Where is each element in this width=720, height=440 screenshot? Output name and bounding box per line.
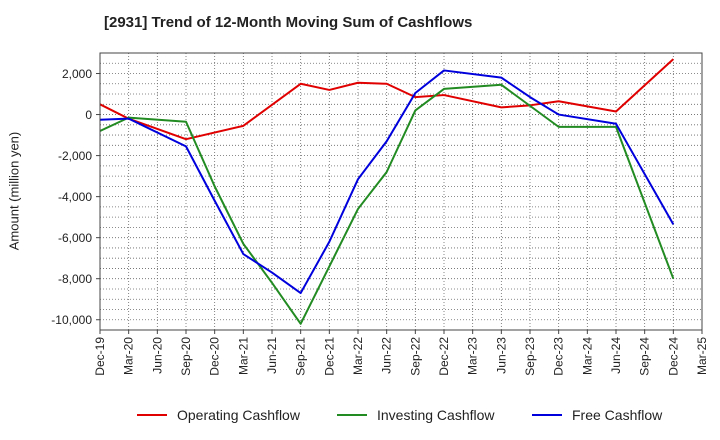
y-tick-label: -4,000 <box>58 190 92 204</box>
series-line-operating-cashflow <box>99 58 675 141</box>
x-tick-label: Sep-23 <box>523 337 537 376</box>
y-tick-label: 0 <box>85 108 92 122</box>
x-tick-label: Sep-20 <box>179 337 193 376</box>
y-tick-label: -10,000 <box>51 313 92 327</box>
legend-label: Free Cashflow <box>572 407 663 423</box>
x-tick-label: Jun-23 <box>494 337 508 374</box>
x-tick-label: Mar-21 <box>236 337 250 375</box>
x-tick-label: Jun-22 <box>380 337 394 374</box>
x-tick-label: Mar-23 <box>466 337 480 375</box>
legend-item-free-cashflow: Free Cashflow <box>532 404 662 426</box>
y-tick-label: -2,000 <box>58 149 92 163</box>
x-tick-label: Sep-24 <box>638 337 652 376</box>
legend: Operating Cashflow Investing Cashflow Free… <box>0 404 720 426</box>
x-tick-label: Dec-22 <box>437 337 451 376</box>
x-tick-label: Jun-24 <box>609 337 623 374</box>
x-tick-label: Mar-22 <box>351 337 365 375</box>
x-tick-label: Jun-20 <box>150 337 164 374</box>
y-tick-label: -8,000 <box>58 272 92 286</box>
x-tick-label: Dec-19 <box>93 337 107 376</box>
legend-swatch <box>137 414 167 416</box>
x-tick-label: Dec-21 <box>322 337 336 376</box>
x-tick-label: Mar-25 <box>695 337 709 375</box>
x-tick-label: Dec-23 <box>552 337 566 376</box>
series-line-investing-cashflow <box>99 83 675 325</box>
legend-label: Operating Cashflow <box>177 407 300 423</box>
x-tick-label: Mar-24 <box>580 337 594 375</box>
x-tick-label: Jun-21 <box>265 337 279 374</box>
y-tick-label: -6,000 <box>58 231 92 245</box>
legend-swatch <box>337 414 367 416</box>
grid <box>99 52 703 331</box>
legend-item-operating-cashflow: Operating Cashflow <box>137 404 300 426</box>
series-line-free-cashflow <box>99 69 675 295</box>
legend-swatch <box>532 414 562 416</box>
x-tick-label: Mar-20 <box>122 337 136 375</box>
x-tick-label: Dec-24 <box>666 337 680 376</box>
x-tick-label: Sep-21 <box>294 337 308 376</box>
x-tick-label: Sep-22 <box>408 337 422 376</box>
y-tick-label: 2,000 <box>62 67 92 81</box>
x-tick-label: Dec-20 <box>208 337 222 376</box>
legend-label: Investing Cashflow <box>377 407 495 423</box>
legend-item-investing-cashflow: Investing Cashflow <box>337 404 495 426</box>
plot-frame <box>99 52 703 331</box>
x-axis-ticks: Dec-19 Mar-20 Jun-20 Sep-20 Dec-20 Mar-21 Jun-… <box>93 330 709 376</box>
series-lines <box>99 58 675 325</box>
chart-title: [2931] Trend of 12-Month Moving Sum of C… <box>104 14 473 31</box>
y-axis-ticks: 2,000 0 -2,000 -4,000 -6,000 -8,000 -10,000 <box>51 67 100 327</box>
